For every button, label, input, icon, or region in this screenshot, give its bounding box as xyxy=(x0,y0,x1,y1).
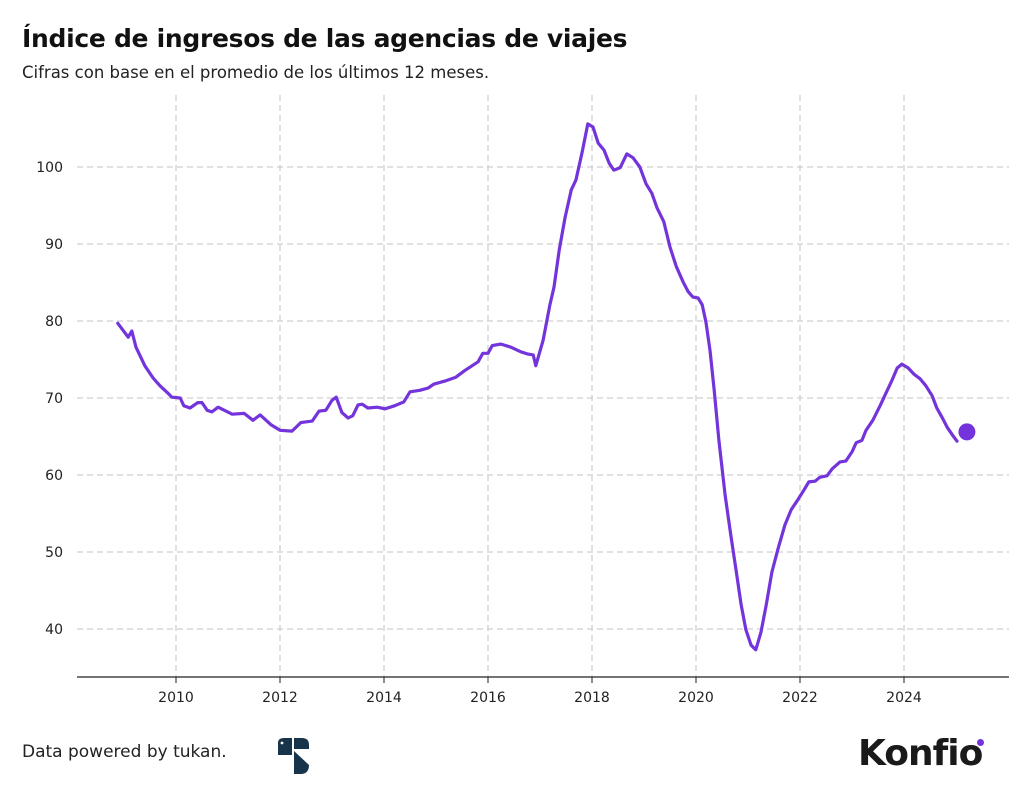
chart-title: Índice de ingresos de las agencias de vi… xyxy=(22,24,628,53)
tukan-logo xyxy=(278,738,309,774)
axes: 40 50 60 70 80 90 100 2010 2012 2014 2016 2018 2020 2… xyxy=(36,160,1009,706)
x-tick-label: 2016 xyxy=(470,690,506,706)
x-tick-label: 2012 xyxy=(262,690,298,706)
y-tick-label: 60 xyxy=(45,468,63,484)
series xyxy=(116,122,976,652)
y-tick-label: 100 xyxy=(36,160,63,176)
x-tick-label: 2014 xyxy=(366,690,402,706)
line-chart: 40 50 60 70 80 90 100 2010 2012 2014 2016 2018 2020 2… xyxy=(36,95,1009,706)
series-line xyxy=(116,122,959,652)
x-tick-label: 2024 xyxy=(886,690,922,706)
y-tick-label: 50 xyxy=(45,545,63,561)
chart-subtitle: Cifras con base en el promedio de los úl… xyxy=(22,63,490,82)
y-tick-label: 40 xyxy=(45,622,63,638)
x-tick-label: 2010 xyxy=(158,690,194,706)
y-tick-label: 70 xyxy=(45,391,63,407)
x-tick-label: 2020 xyxy=(678,690,714,706)
y-tick-label: 90 xyxy=(45,237,63,253)
konfio-logo: Konfio xyxy=(858,733,983,774)
y-tick-label: 80 xyxy=(45,314,63,330)
x-tick-label: 2022 xyxy=(782,690,818,706)
x-tick-label: 2018 xyxy=(574,690,610,706)
grid xyxy=(77,95,1009,677)
data-credit: Data powered by tukan. xyxy=(22,742,227,762)
konfio-logo-dot xyxy=(977,739,984,746)
last-point-marker xyxy=(958,423,976,441)
